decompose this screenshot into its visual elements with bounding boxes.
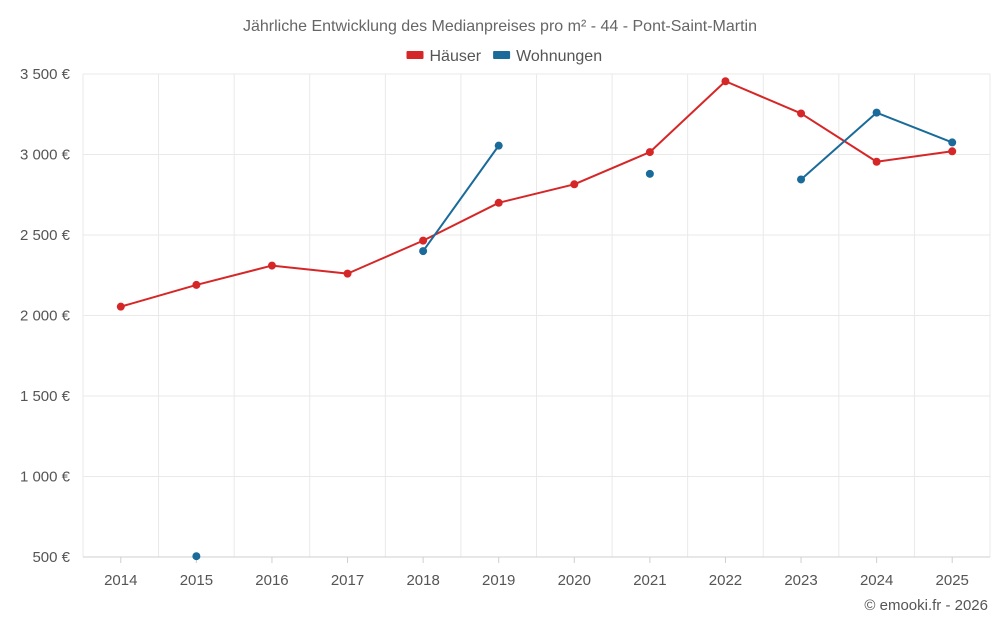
data-point[interactable] bbox=[797, 175, 806, 184]
credit-text: © emooki.fr - 2026 bbox=[864, 597, 988, 614]
legend-swatch bbox=[406, 51, 424, 59]
legend-swatch bbox=[493, 51, 511, 59]
data-point[interactable] bbox=[872, 157, 881, 166]
y-tick-label: 2 500 € bbox=[20, 227, 71, 244]
series-line-segment bbox=[119, 283, 198, 308]
legend-label[interactable]: Wohnungen bbox=[516, 48, 602, 65]
y-tick-label: 3 000 € bbox=[20, 147, 71, 164]
series-line-segment bbox=[497, 183, 576, 204]
y-tick-label: 1 000 € bbox=[20, 469, 71, 486]
data-point[interactable] bbox=[419, 247, 428, 256]
x-tick-label: 2015 bbox=[180, 572, 213, 589]
data-point[interactable] bbox=[645, 148, 654, 157]
y-tick-label: 500 € bbox=[32, 549, 70, 566]
x-tick-label: 2022 bbox=[709, 572, 742, 589]
series-line-segment bbox=[648, 80, 727, 154]
x-axis: 2014 2015 2016 2017 2018 2019 2020 2021 2022 2023… bbox=[83, 556, 990, 589]
x-tick-label: 2024 bbox=[860, 572, 893, 589]
data-point[interactable] bbox=[116, 302, 125, 311]
grid bbox=[82, 73, 991, 558]
y-tick-label: 3 500 € bbox=[20, 66, 71, 83]
x-tick-label: 2014 bbox=[104, 572, 137, 589]
chart-title: Jährliche Entwicklung des Medianpreises … bbox=[243, 18, 757, 35]
y-tick-label: 2 000 € bbox=[20, 308, 71, 325]
series-line-segment bbox=[875, 111, 954, 144]
x-tick-label: 2025 bbox=[936, 572, 969, 589]
data-point[interactable] bbox=[570, 180, 579, 189]
y-axis: 500 € 1 000 € 1 500 € 2 000 € 2 500 € 3 000 €… bbox=[20, 66, 71, 566]
data-point[interactable] bbox=[948, 147, 957, 156]
series-line-segment bbox=[724, 80, 803, 115]
data-point[interactable] bbox=[872, 108, 881, 117]
data-point[interactable] bbox=[192, 280, 201, 289]
data-point[interactable] bbox=[419, 236, 428, 245]
series-line-segment bbox=[800, 112, 878, 163]
series-line-segment bbox=[270, 264, 349, 275]
series-group bbox=[116, 77, 957, 561]
series-line-segment bbox=[875, 150, 954, 163]
y-tick-label: 1 500 € bbox=[20, 388, 71, 405]
data-point[interactable] bbox=[797, 109, 806, 118]
data-point[interactable] bbox=[645, 169, 654, 178]
legend-label[interactable]: Häuser bbox=[430, 48, 482, 65]
x-tick-label: 2021 bbox=[633, 572, 666, 589]
data-point[interactable] bbox=[267, 261, 276, 270]
series-wohnungen bbox=[192, 108, 957, 561]
x-tick-label: 2017 bbox=[331, 572, 364, 589]
x-tick-label: 2023 bbox=[784, 572, 817, 589]
series-line-segment bbox=[195, 264, 273, 286]
legend: Häuser Wohnungen bbox=[406, 48, 602, 65]
x-tick-label: 2016 bbox=[255, 572, 288, 589]
data-point[interactable] bbox=[948, 138, 957, 147]
x-tick-label: 2020 bbox=[558, 572, 591, 589]
data-point[interactable] bbox=[721, 77, 730, 86]
series-haeuser bbox=[116, 77, 957, 311]
series-line-segment bbox=[800, 111, 878, 181]
series-line-segment bbox=[346, 239, 425, 275]
x-tick-label: 2019 bbox=[482, 572, 515, 589]
data-point[interactable] bbox=[192, 552, 201, 561]
data-point[interactable] bbox=[494, 141, 503, 150]
x-tick-label: 2018 bbox=[406, 572, 439, 589]
series-line-segment bbox=[422, 144, 500, 253]
data-point[interactable] bbox=[343, 269, 352, 278]
data-point[interactable] bbox=[494, 198, 503, 207]
series-line-segment bbox=[573, 151, 651, 186]
